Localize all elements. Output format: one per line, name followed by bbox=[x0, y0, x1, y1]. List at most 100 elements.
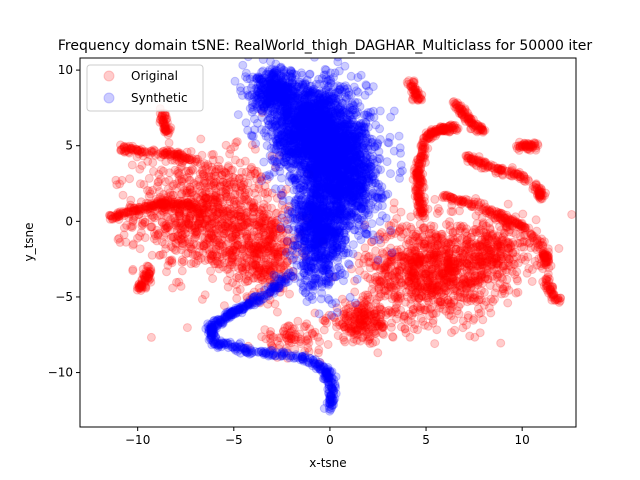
data-point bbox=[219, 180, 229, 190]
data-point bbox=[191, 199, 201, 209]
data-point bbox=[229, 177, 239, 187]
data-point bbox=[197, 167, 207, 177]
data-point bbox=[136, 228, 146, 237]
data-point bbox=[448, 246, 458, 256]
data-point bbox=[416, 303, 426, 313]
data-point bbox=[235, 222, 244, 232]
data-point bbox=[479, 199, 489, 209]
data-point bbox=[246, 164, 256, 174]
data-point bbox=[531, 215, 541, 225]
data-point bbox=[225, 204, 235, 214]
data-point bbox=[152, 236, 162, 246]
data-point bbox=[210, 195, 220, 205]
data-point bbox=[148, 185, 158, 195]
data-point bbox=[538, 252, 548, 262]
data-point bbox=[406, 222, 416, 232]
data-point bbox=[235, 200, 245, 210]
data-point bbox=[190, 223, 200, 233]
data-point bbox=[481, 297, 491, 307]
data-point bbox=[192, 251, 202, 260]
data-point bbox=[200, 194, 210, 204]
data-point bbox=[400, 324, 410, 333]
data-point bbox=[146, 222, 156, 232]
data-point bbox=[111, 175, 121, 185]
data-point bbox=[436, 122, 445, 132]
data-point bbox=[129, 213, 139, 223]
data-point bbox=[222, 219, 232, 229]
data-point bbox=[195, 214, 205, 224]
data-point bbox=[163, 223, 173, 233]
data-point bbox=[204, 229, 214, 239]
data-point bbox=[270, 299, 280, 309]
data-point bbox=[144, 191, 154, 201]
data-point bbox=[178, 239, 188, 249]
data-point bbox=[178, 222, 188, 232]
data-point bbox=[259, 157, 269, 167]
data-point bbox=[187, 188, 196, 198]
data-point bbox=[229, 215, 239, 225]
data-point bbox=[249, 273, 259, 283]
data-point bbox=[206, 195, 216, 205]
data-point bbox=[193, 177, 203, 187]
data-point bbox=[161, 244, 171, 254]
data-point bbox=[174, 207, 184, 217]
data-point bbox=[190, 220, 200, 230]
data-point bbox=[239, 246, 248, 256]
data-point bbox=[484, 245, 494, 255]
data-point bbox=[187, 220, 197, 230]
data-point bbox=[458, 254, 468, 264]
data-point bbox=[546, 261, 556, 271]
data-point bbox=[207, 212, 217, 222]
data-point bbox=[227, 260, 237, 270]
data-point bbox=[211, 171, 221, 181]
data-point bbox=[190, 233, 200, 243]
data-point bbox=[231, 224, 241, 234]
data-point bbox=[176, 181, 186, 191]
data-point bbox=[199, 169, 208, 179]
data-point bbox=[155, 115, 165, 125]
data-point bbox=[249, 207, 259, 217]
data-point bbox=[230, 182, 240, 192]
data-point bbox=[135, 179, 145, 189]
data-point bbox=[135, 231, 145, 241]
data-point bbox=[202, 172, 212, 182]
data-point bbox=[441, 241, 451, 250]
data-point bbox=[213, 233, 223, 243]
data-point bbox=[138, 219, 148, 229]
data-point bbox=[221, 140, 231, 150]
data-point bbox=[241, 185, 251, 194]
data-point bbox=[225, 223, 235, 233]
data-point bbox=[135, 244, 145, 254]
data-point bbox=[128, 240, 138, 250]
data-point bbox=[164, 138, 174, 148]
data-point bbox=[189, 179, 199, 188]
data-point bbox=[177, 257, 187, 267]
data-point bbox=[241, 190, 250, 200]
data-point bbox=[213, 256, 222, 266]
data-point bbox=[213, 202, 223, 212]
data-point bbox=[134, 210, 144, 219]
data-point bbox=[212, 209, 222, 219]
data-point bbox=[237, 167, 247, 177]
data-point bbox=[259, 221, 269, 231]
data-point bbox=[475, 274, 485, 284]
data-point bbox=[185, 182, 195, 192]
data-point bbox=[201, 187, 211, 197]
data-point bbox=[184, 201, 194, 211]
data-point bbox=[225, 260, 235, 270]
data-point bbox=[345, 313, 355, 323]
data-point bbox=[197, 209, 207, 219]
data-point bbox=[465, 331, 475, 341]
data-point bbox=[246, 171, 255, 181]
data-point bbox=[223, 275, 232, 285]
data-point bbox=[212, 214, 222, 224]
data-point bbox=[242, 240, 252, 250]
data-point bbox=[338, 332, 348, 342]
data-point bbox=[179, 256, 189, 266]
data-point bbox=[460, 288, 470, 298]
data-point bbox=[211, 191, 221, 201]
data-point bbox=[218, 186, 228, 196]
data-point bbox=[200, 187, 210, 197]
data-point bbox=[341, 304, 351, 314]
